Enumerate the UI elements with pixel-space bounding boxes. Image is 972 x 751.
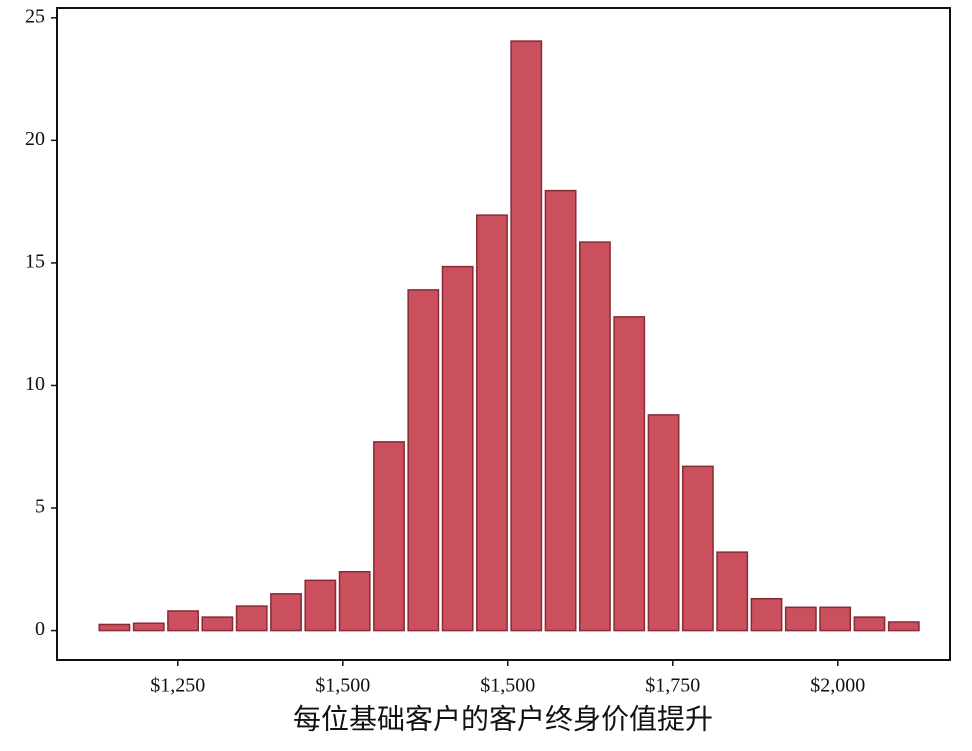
bar [647, 414, 680, 632]
bar [270, 593, 302, 632]
bar [235, 605, 268, 632]
y-tick-label: 25 [25, 5, 45, 27]
bar [338, 571, 371, 632]
x-tick-label: $2,000 [810, 675, 865, 697]
bar [544, 189, 577, 632]
bar [304, 579, 337, 632]
bar [201, 616, 234, 632]
bar [510, 40, 543, 632]
bar [132, 622, 165, 632]
x-tick-label: $1,750 [645, 675, 700, 697]
x-tick-label: $1,250 [150, 675, 205, 697]
bar [887, 621, 920, 632]
y-tick-label: 5 [35, 496, 45, 518]
bar [819, 606, 852, 632]
y-tick-label: 15 [25, 251, 45, 273]
plot-frame [56, 7, 951, 661]
bar [579, 241, 611, 632]
y-tick-label: 20 [25, 128, 45, 150]
bar [681, 465, 714, 632]
bar [407, 289, 440, 632]
x-tick-label: $1,500 [480, 675, 535, 697]
bar [373, 441, 405, 632]
bar [853, 616, 886, 632]
bar [98, 623, 131, 632]
bar [441, 265, 474, 632]
y-tick-label: 10 [25, 373, 45, 395]
bar [716, 551, 749, 632]
bar [476, 214, 508, 632]
bar [784, 606, 817, 632]
y-tick-label: 0 [35, 618, 45, 640]
x-axis-label: 每位基础客户的客户终身价值提升 [293, 703, 713, 735]
bar [613, 316, 646, 632]
bar [750, 597, 783, 632]
x-tick-label: $1,500 [315, 675, 370, 697]
bar [167, 610, 199, 632]
